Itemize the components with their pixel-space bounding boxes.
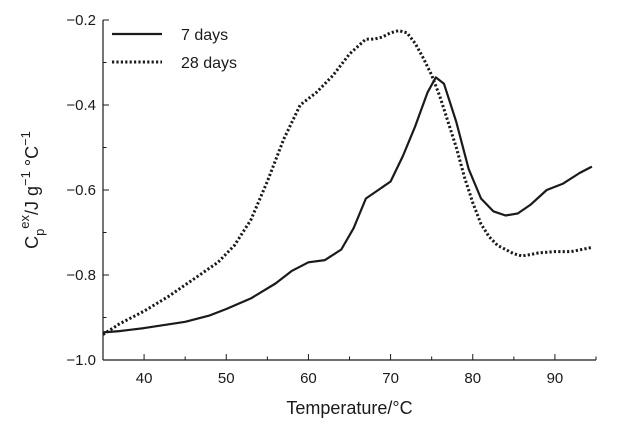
y-tick-label: −0.6 bbox=[66, 182, 96, 199]
y-tick-label: −0.2 bbox=[66, 12, 96, 29]
series-layer bbox=[102, 29, 593, 336]
series-line-7-days bbox=[102, 76, 593, 334]
legend: 7 days 28 days bbox=[112, 27, 237, 72]
axes: −1.0 −0.8 −0.6 −0.4 −0.2 40 50 60 70 80 90 bbox=[66, 12, 597, 387]
y-tick-label: −0.8 bbox=[66, 267, 96, 284]
x-tick-label: 40 bbox=[136, 370, 153, 387]
x-tick-label: 80 bbox=[464, 370, 481, 387]
y-tick-label: −0.4 bbox=[66, 97, 96, 114]
y-tick-label: −1.0 bbox=[66, 352, 96, 369]
x-axis-title: Temperature/°C bbox=[286, 398, 412, 418]
series-line-28-days bbox=[102, 29, 593, 336]
legend-label: 28 days bbox=[181, 55, 237, 72]
x-tick-label: 50 bbox=[218, 370, 235, 387]
x-tick-label: 90 bbox=[547, 370, 564, 387]
legend-label: 7 days bbox=[181, 27, 228, 44]
x-tick-label: 70 bbox=[382, 370, 399, 387]
x-tick-label: 60 bbox=[300, 370, 317, 387]
y-axis-title: Cpex/J g−1 °C−1 bbox=[17, 131, 47, 249]
